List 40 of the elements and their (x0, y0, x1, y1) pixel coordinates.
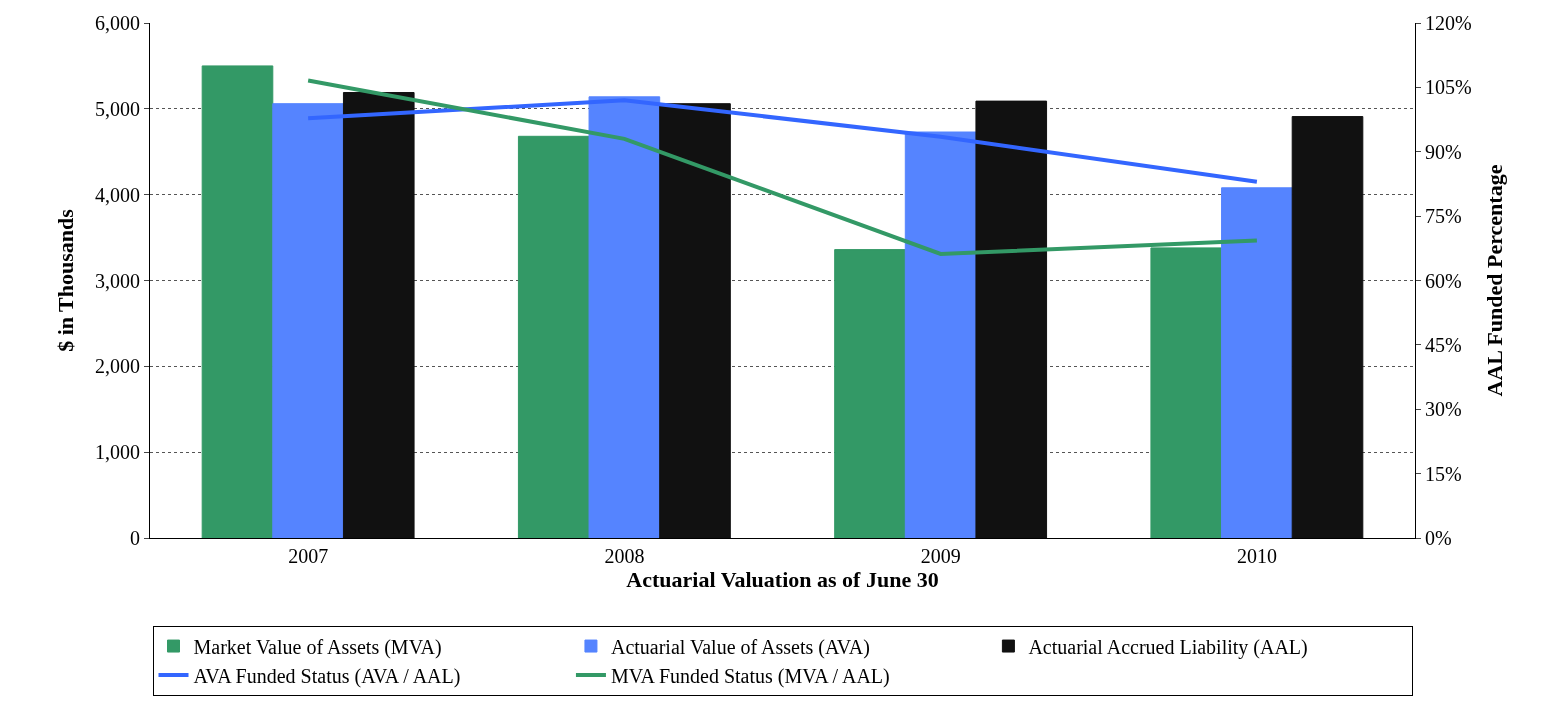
y-tick-label: 2,000 (95, 355, 140, 378)
y-tick-label: 1,000 (95, 441, 140, 464)
y-tick-label: 6,000 (95, 12, 140, 34)
y2-tick-label: 45% (1425, 333, 1462, 356)
y-tick-label: 5,000 (95, 97, 140, 120)
x-axis-title: Actuarial Valuation as of June 30 (626, 567, 939, 592)
bar (904, 131, 977, 538)
legend-label: AVA Funded Status (AVA / AAL) (193, 664, 461, 688)
bar (1291, 116, 1364, 538)
legend-label: Actuarial Value of Assets (AVA) (610, 635, 870, 659)
y2-tick-label: 60% (1425, 269, 1462, 292)
y2-axis-title: AAL Funded Percentage (1481, 164, 1507, 397)
y-tick-label: 3,000 (95, 269, 140, 292)
bar (659, 103, 731, 538)
bar (834, 249, 906, 538)
bar (517, 135, 590, 538)
y-tick-label: 4,000 (95, 183, 140, 206)
y2-tick-label: 15% (1425, 462, 1462, 485)
x-tick-label: 2008 (604, 545, 645, 567)
y2-tick-label: 0% (1425, 527, 1452, 549)
bar (588, 96, 661, 538)
bar (272, 103, 344, 538)
bar (201, 65, 274, 538)
y2-tick-label: 75% (1425, 205, 1462, 228)
y2-tick-label: 120% (1425, 12, 1472, 34)
line-series (306, 98, 1259, 184)
bar (1221, 187, 1293, 538)
x-tick-label: 2009 (920, 545, 961, 567)
bar (342, 92, 415, 538)
y2-tick-label: 105% (1425, 76, 1472, 99)
y2-tick-label: 30% (1425, 398, 1462, 421)
y2-tick-label: 90% (1425, 140, 1462, 163)
y-axis-title: $ in Thousands (52, 208, 78, 352)
bar (975, 100, 1048, 538)
y-tick-label: 0 (130, 527, 140, 549)
legend-label: MVA Funded Status (MVA / AAL) (610, 664, 890, 688)
x-tick-label: 2007 (288, 545, 329, 567)
x-tick-label: 2010 (1236, 545, 1277, 567)
legend-label: Actuarial Accrued Liability (AAL) (1028, 635, 1308, 659)
legend-label: Market Value of Assets (MVA) (193, 635, 442, 659)
